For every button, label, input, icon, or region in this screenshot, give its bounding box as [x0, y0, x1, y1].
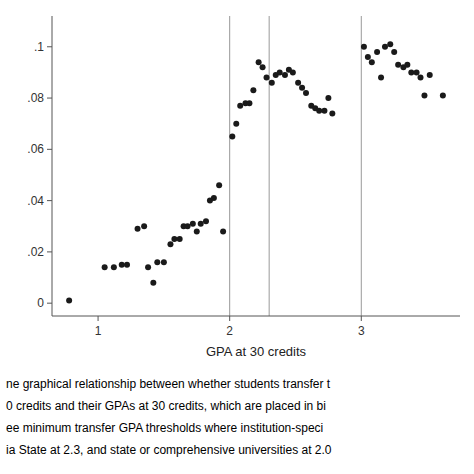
point	[361, 44, 367, 50]
y-tick-label: .02	[27, 245, 44, 259]
x-tick-label: 1	[95, 324, 102, 338]
point	[378, 75, 384, 81]
point	[408, 69, 414, 75]
point	[414, 69, 420, 75]
point	[282, 72, 288, 78]
point	[102, 264, 108, 270]
y-tick-label: 0	[37, 296, 44, 310]
caption-line: 0 credits and their GPAs at 30 credits, …	[6, 399, 326, 413]
point	[256, 59, 262, 65]
point	[177, 236, 183, 242]
y-axis	[52, 16, 53, 316]
y-tick	[47, 303, 52, 304]
point	[145, 264, 151, 270]
x-tick	[229, 316, 230, 321]
caption-line: ne graphical relationship between whethe…	[6, 377, 331, 391]
point	[154, 259, 160, 265]
point	[269, 80, 275, 86]
y-tick-label: .08	[27, 91, 44, 105]
point	[66, 298, 72, 304]
y-tick-label: .1	[34, 40, 44, 54]
y-tick	[47, 46, 52, 47]
x-tick-label: 3	[358, 324, 365, 338]
y-tick	[47, 98, 52, 99]
point	[185, 223, 191, 229]
point	[119, 262, 125, 268]
y-tick-label: .04	[27, 194, 44, 208]
chart: 0 .02 .04 .06 .08 .1 1 2 3 GPA at 30 credits ne gr…	[0, 0, 474, 474]
point	[220, 228, 226, 234]
x-tick-label: 2	[226, 324, 233, 338]
point	[374, 49, 380, 55]
y-tick	[47, 149, 52, 150]
point	[316, 108, 322, 114]
caption-line: ee minimum transfer GPA thresholds where…	[6, 421, 323, 435]
threshold-line	[269, 16, 270, 316]
point	[260, 64, 266, 70]
point	[264, 75, 270, 81]
point	[203, 218, 209, 224]
point	[111, 264, 117, 270]
x-tick	[361, 316, 362, 321]
point	[295, 80, 301, 86]
plot-area	[66, 16, 446, 316]
point	[321, 108, 327, 114]
point	[325, 95, 331, 101]
point	[141, 223, 147, 229]
point	[233, 121, 239, 127]
point	[150, 280, 156, 286]
point	[382, 44, 388, 50]
point	[171, 236, 177, 242]
point	[440, 92, 446, 98]
point	[161, 259, 167, 265]
point	[194, 228, 200, 234]
y-tick-label: .06	[27, 142, 44, 156]
point	[250, 87, 256, 93]
threshold-line	[229, 16, 230, 316]
point	[395, 62, 401, 68]
point	[387, 41, 393, 47]
x-axis-label: GPA at 30 credits	[206, 344, 307, 359]
point	[427, 72, 433, 78]
x-axis	[52, 316, 460, 317]
point	[211, 195, 217, 201]
point	[229, 134, 235, 140]
threshold-line	[361, 16, 362, 316]
y-tick	[47, 200, 52, 201]
point	[369, 59, 375, 65]
point	[299, 85, 305, 91]
point	[404, 62, 410, 68]
point	[135, 226, 141, 232]
point	[365, 54, 371, 60]
point	[418, 75, 424, 81]
point	[421, 92, 427, 98]
caption-line: ia State at 2.3, and state or comprehens…	[6, 443, 332, 457]
point	[190, 221, 196, 227]
point	[391, 49, 397, 55]
point	[246, 100, 252, 106]
point	[167, 241, 173, 247]
point	[277, 69, 283, 75]
point	[329, 110, 335, 116]
point	[124, 262, 130, 268]
point	[290, 69, 296, 75]
point	[303, 90, 309, 96]
point	[216, 182, 222, 188]
point	[198, 221, 204, 227]
y-tick	[47, 251, 52, 252]
point	[237, 103, 243, 109]
x-tick	[98, 316, 99, 321]
